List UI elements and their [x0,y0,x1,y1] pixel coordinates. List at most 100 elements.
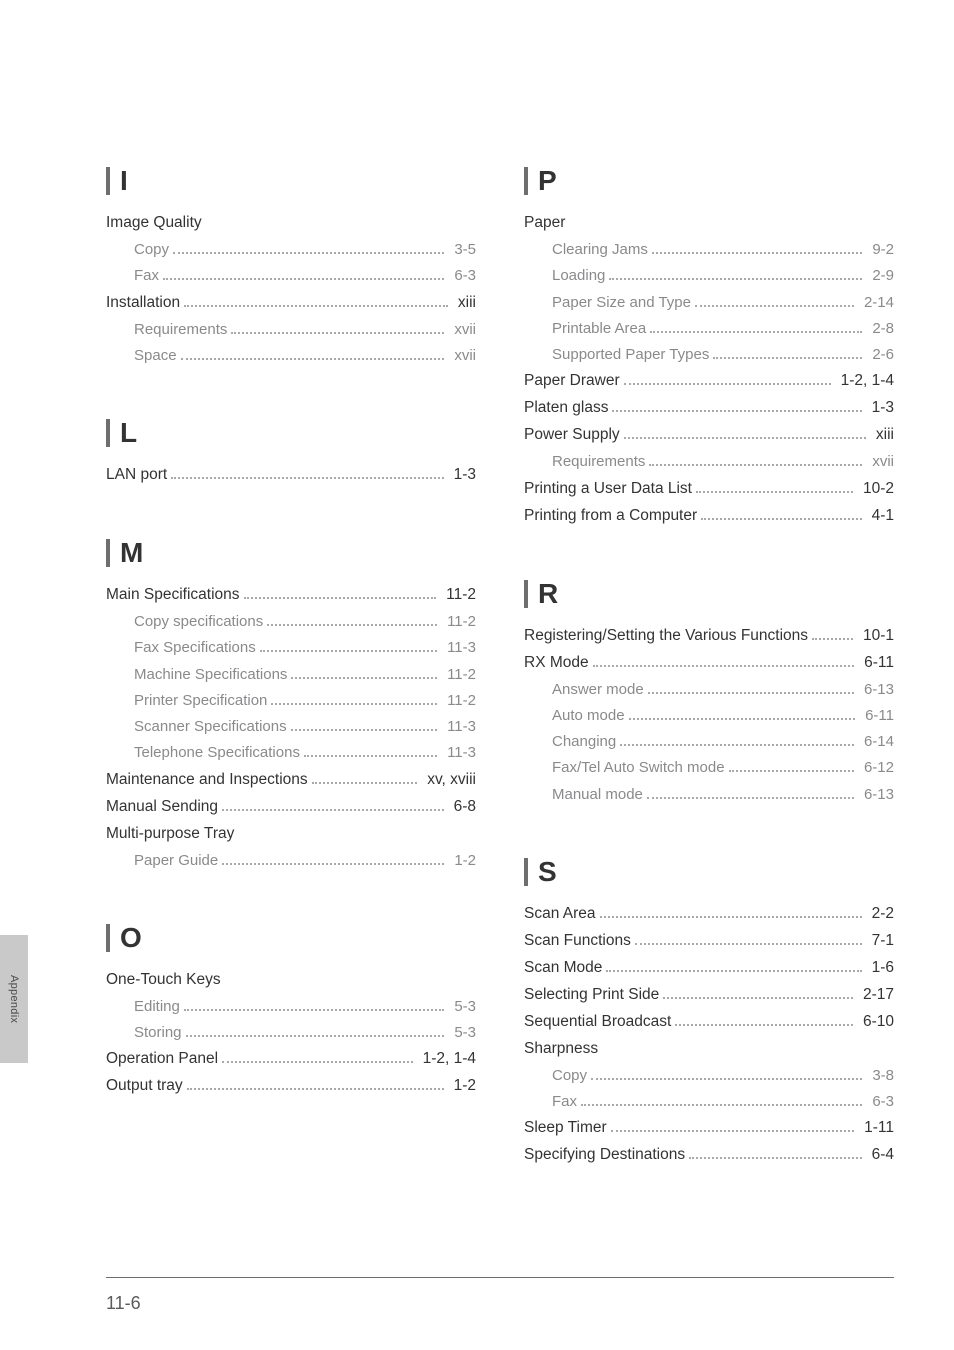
index-subentry: Fax/Tel Auto Switch mode6-12 [524,756,894,779]
section-header: O [106,922,476,954]
index-entry: Paper [524,211,894,235]
dot-leader [184,305,448,307]
index-entry: Printing a User Data List10-2 [524,477,894,501]
entry-label: Scan Area [524,902,596,926]
index-entry: LAN port1-3 [106,463,476,487]
entry-label: Power Supply [524,423,620,447]
index-entry: Sharpness [524,1037,894,1061]
dot-leader [271,703,437,705]
entry-page: 2-17 [857,983,894,1007]
dot-leader [647,797,854,799]
index-subentry: Storing5-3 [106,1021,476,1044]
entry-page: 6-13 [858,783,894,806]
index-subentry: Loading2-9 [524,264,894,287]
dot-leader [812,638,853,640]
entry-page: 1-2, 1-4 [835,369,894,393]
appendix-tab: Appendix [0,935,28,1063]
section-bar-icon [524,858,528,886]
index-entry: Selecting Print Side2-17 [524,983,894,1007]
entry-page: 1-2 [448,849,476,872]
entry-page: 9-2 [866,238,894,261]
index-section: OOne-Touch KeysEditing5-3Storing5-3Opera… [106,922,476,1099]
right-column: P Paper Clearing Jams 9-2 Loading2-9 Paper Si… [524,165,894,1218]
index-subentry: Editing5-3 [106,995,476,1018]
dot-leader [291,677,437,679]
dot-leader [624,437,866,439]
dot-leader [231,332,444,334]
index-subentry: Paper Guide1-2 [106,849,476,872]
entry-page: 6-13 [858,678,894,701]
dot-leader [649,464,862,466]
index-entry: Scan Mode1-6 [524,956,894,980]
entry-label: Clearing Jams [552,238,648,261]
entry-label: Manual Sending [106,795,218,819]
entry-label: Output tray [106,1074,183,1098]
dot-leader [701,518,861,520]
entry-page: 2-2 [866,902,894,926]
dot-leader [222,1061,413,1063]
entry-page: 6-12 [858,756,894,779]
entry-label: Storing [134,1021,182,1044]
dot-leader [609,278,862,280]
entry-label: Multi-purpose Tray [106,822,234,846]
dot-leader [173,252,444,254]
entry-label: Scanner Specifications [134,715,287,738]
entry-page: 11-3 [441,715,476,738]
index-entry: Platen glass 1-3 [524,396,894,420]
entry-page: 1-6 [866,956,894,980]
appendix-label: Appendix [8,975,20,1023]
entry-page: 5-3 [448,995,476,1018]
entry-page: xiii [870,423,894,447]
index-section: P Paper Clearing Jams 9-2 Loading2-9 Paper Si… [524,165,894,528]
entry-page: 1-2 [448,1074,476,1098]
entry-page: 6-8 [448,795,476,819]
dot-leader [663,997,853,999]
entry-label: Space [134,344,177,367]
section-letter: S [538,856,557,888]
page-number: 11-6 [106,1293,141,1314]
dot-leader [591,1078,862,1080]
index-entry: Paper Drawer 1-2, 1-4 [524,369,894,393]
entry-label: Requirements [134,318,227,341]
left-column: IImage QualityCopy3-5Fax6-3Installationx… [106,165,476,1218]
index-subentry: Telephone Specifications11-3 [106,741,476,764]
index-entry: RX Mode6-11 [524,651,894,675]
index-subentry: Requirementsxvii [106,318,476,341]
index-entry: Operation Panel1-2, 1-4 [106,1047,476,1071]
index-entry: Manual Sending 6-8 [106,795,476,819]
entry-page: xvii [448,344,476,367]
entry-page: 6-11 [858,651,894,675]
section-header: P [524,165,894,197]
dot-leader [620,744,854,746]
entry-page: xiii [452,291,476,315]
section-bar-icon [106,419,110,447]
entry-label: Platen glass [524,396,608,420]
entry-page: 11-3 [441,741,476,764]
entry-page: 10-1 [857,624,894,648]
entry-label: Loading [552,264,605,287]
dot-leader [184,1009,444,1011]
index-entry: Printing from a Computer4-1 [524,504,894,528]
index-entry: Sequential Broadcast6-10 [524,1010,894,1034]
index-subentry: Space xvii [106,344,476,367]
index-subentry: Printer Specification11-2 [106,689,476,712]
index-section: LLAN port1-3 [106,417,476,487]
entry-label: Paper Drawer [524,369,620,393]
entry-label: Copy specifications [134,610,263,633]
entry-label: Paper Size and Type [552,291,691,314]
entry-label: Printable Area [552,317,646,340]
section-letter: I [120,165,128,197]
entry-label: Copy [552,1064,587,1087]
index-section: SScan Area2-2Scan Functions7-1Scan Mode1… [524,856,894,1168]
index-subentry: Clearing Jams 9-2 [524,238,894,261]
index-section: RRegistering/Setting the Various Functio… [524,578,894,806]
index-entry: Power Supply xiii [524,423,894,447]
dot-leader [624,383,831,385]
dot-leader [689,1157,861,1159]
entry-label: Printer Specification [134,689,267,712]
entry-label: Scan Functions [524,929,631,953]
entry-label: Fax [552,1090,577,1113]
index-subentry: Printable Area2-8 [524,317,894,340]
entry-page: 1-3 [866,396,894,420]
index-subentry: Supported Paper Types2-6 [524,343,894,366]
